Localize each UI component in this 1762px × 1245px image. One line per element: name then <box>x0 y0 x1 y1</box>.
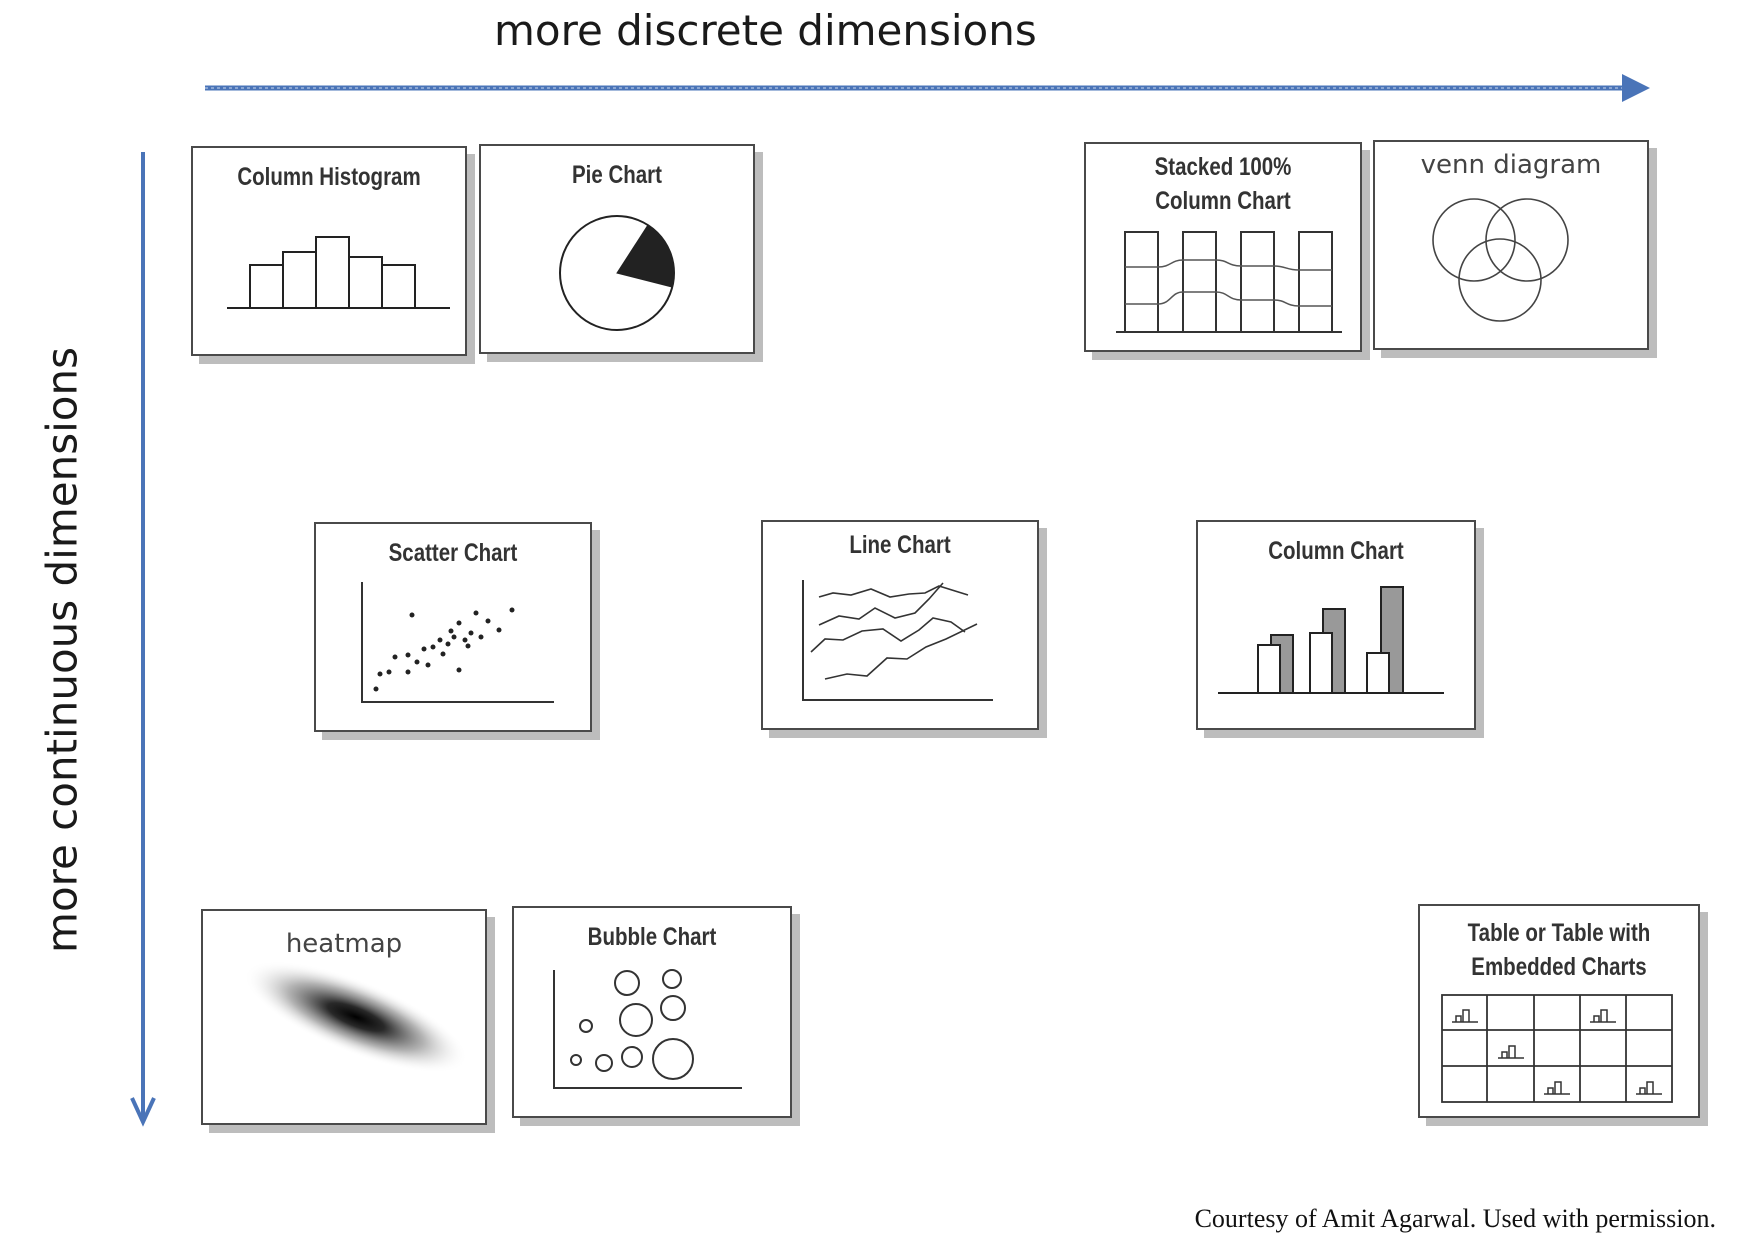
table-card: Table or Table with Embedded Charts <box>1418 904 1700 1118</box>
pie-chart-title: Pie Chart <box>571 161 662 189</box>
stacked-column-card: Stacked 100% Column Chart <box>1084 142 1362 352</box>
stacked-column-title-2: Column Chart <box>1155 187 1291 215</box>
bubble-chart-card: Bubble Chart <box>512 906 792 1118</box>
column-chart-icon <box>1218 586 1444 694</box>
stacked-column-icon <box>1116 231 1342 333</box>
scatter-chart-card: Scatter Chart <box>314 522 592 732</box>
pie-chart-icon <box>559 215 675 331</box>
y-axis-arrow <box>130 152 156 1127</box>
x-axis-title: more discrete dimensions <box>494 6 1037 55</box>
line-chart-title: Line Chart <box>849 531 951 559</box>
heatmap-icon <box>243 961 469 1073</box>
scatter-chart-icon <box>361 582 554 703</box>
table-title-2: Embedded Charts <box>1471 953 1647 981</box>
scatter-chart-title: Scatter Chart <box>388 539 518 567</box>
line-chart-icon <box>802 580 993 701</box>
column-histogram-title: Column Histogram <box>237 163 421 191</box>
stacked-column-title-1: Stacked 100% <box>1154 153 1292 181</box>
heatmap-title: heatmap <box>285 929 403 959</box>
heatmap-card: heatmap <box>201 909 487 1125</box>
line-chart-card: Line Chart <box>761 520 1039 730</box>
column-histogram-icon <box>227 236 450 309</box>
venn-diagram-title: venn diagram <box>1420 150 1602 180</box>
bubble-chart-title: Bubble Chart <box>587 923 717 951</box>
pie-chart-card: Pie Chart <box>479 144 755 354</box>
x-axis-arrow <box>205 74 1650 102</box>
venn-diagram-icon <box>1432 198 1569 322</box>
column-histogram-card: Column Histogram <box>191 146 467 356</box>
table-icon <box>1441 994 1673 1103</box>
bubble-chart-icon <box>553 969 742 1089</box>
credit-text: Courtesy of Amit Agarwal. Used with perm… <box>1194 1204 1716 1233</box>
venn-diagram-card: venn diagram <box>1373 140 1649 350</box>
column-chart-card: Column Chart <box>1196 520 1476 730</box>
column-chart-title: Column Chart <box>1268 537 1404 565</box>
table-title-1: Table or Table with <box>1467 919 1651 947</box>
